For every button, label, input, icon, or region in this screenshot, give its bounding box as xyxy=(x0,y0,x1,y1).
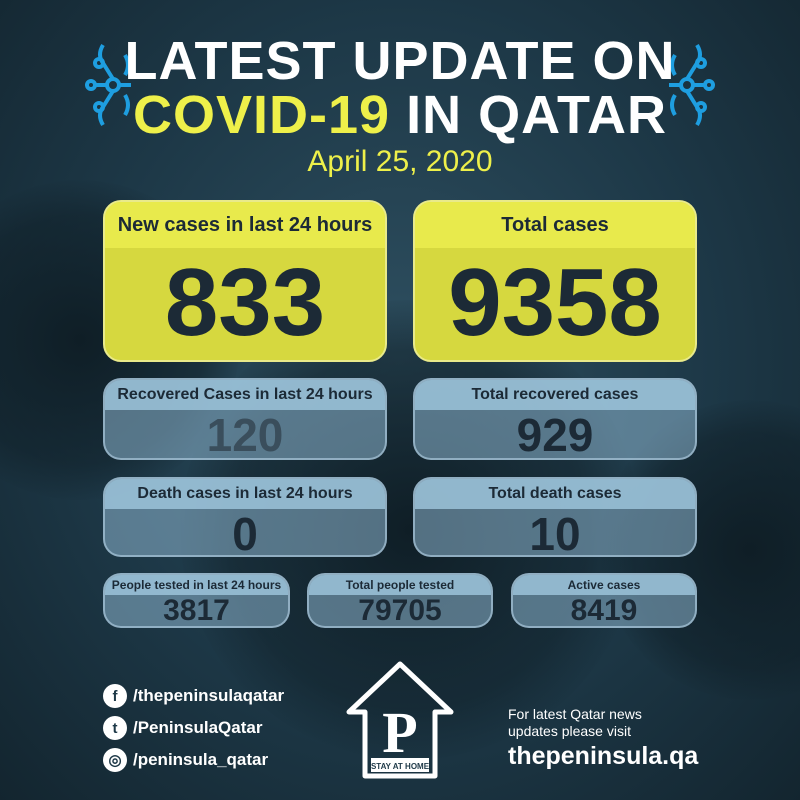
peninsula-logo: P STAY AT HOME xyxy=(346,661,454,779)
logo-letter: P xyxy=(382,700,417,765)
total-deaths-card: Total death cases 10 xyxy=(413,477,697,557)
card-label: Total death cases xyxy=(415,479,695,509)
twitter-link[interactable]: t/PeninsulaQatar xyxy=(103,716,262,740)
facebook-icon: f xyxy=(103,684,127,708)
card-value: 10 xyxy=(529,508,581,557)
card-label: Total cases xyxy=(415,202,695,248)
card-label: Total people tested xyxy=(309,575,491,595)
twitter-icon: t xyxy=(103,716,127,740)
total-tested-card: Total people tested 79705 xyxy=(307,573,493,628)
facebook-link[interactable]: f/thepeninsulaqatar xyxy=(103,684,284,708)
card-label: People tested in last 24 hours xyxy=(105,575,288,595)
total-recovered-card: Total recovered cases 929 xyxy=(413,378,697,460)
card-value: 0 xyxy=(232,508,258,557)
card-value: 3817 xyxy=(163,594,230,627)
recovered-24h-card: Recovered Cases in last 24 hours 120 xyxy=(103,378,387,460)
card-value: 9358 xyxy=(448,249,662,356)
social-handle: /thepeninsulaqatar xyxy=(133,686,285,705)
update-date: April 25, 2020 xyxy=(307,145,493,178)
title-highlight: COVID-19 xyxy=(132,85,391,145)
card-label: Death cases in last 24 hours xyxy=(105,479,385,509)
instagram-link[interactable]: ◎ /peninsula_qatar xyxy=(103,748,268,772)
total-cases-card: Total cases 9358 xyxy=(413,200,697,362)
card-value: 120 xyxy=(206,409,284,460)
card-value: 929 xyxy=(516,409,594,460)
logo-caption: STAY AT HOME xyxy=(371,762,430,771)
title-line-1: LATEST UPDATE ON xyxy=(124,31,676,91)
social-handle: /peninsula_qatar xyxy=(133,750,269,769)
instagram-icon: ◎ xyxy=(103,748,127,772)
card-value: 833 xyxy=(164,249,326,356)
website-link[interactable]: thepeninsula.qa xyxy=(508,742,699,770)
deaths-24h-card: Death cases in last 24 hours 0 xyxy=(103,477,387,557)
title-rest: IN QATAR xyxy=(406,85,668,145)
card-label: Total recovered cases xyxy=(415,380,695,410)
card-label: Recovered Cases in last 24 hours xyxy=(105,380,385,410)
virus-icon xyxy=(669,43,715,127)
new-cases-card: New cases in last 24 hours 833 xyxy=(103,200,387,362)
virus-icon xyxy=(85,43,131,127)
card-label: Active cases xyxy=(513,575,695,595)
title-line-2: COVID-19 IN QATAR xyxy=(0,84,800,146)
social-handle: /PeninsulaQatar xyxy=(133,718,263,737)
active-cases-card: Active cases 8419 xyxy=(511,573,697,628)
card-value: 79705 xyxy=(358,594,442,627)
visit-text: For latest Qatar news updates please vis… xyxy=(508,706,642,739)
card-label: New cases in last 24 hours xyxy=(105,202,385,248)
tested-24h-card: People tested in last 24 hours 3817 xyxy=(103,573,290,628)
card-value: 8419 xyxy=(570,594,638,627)
